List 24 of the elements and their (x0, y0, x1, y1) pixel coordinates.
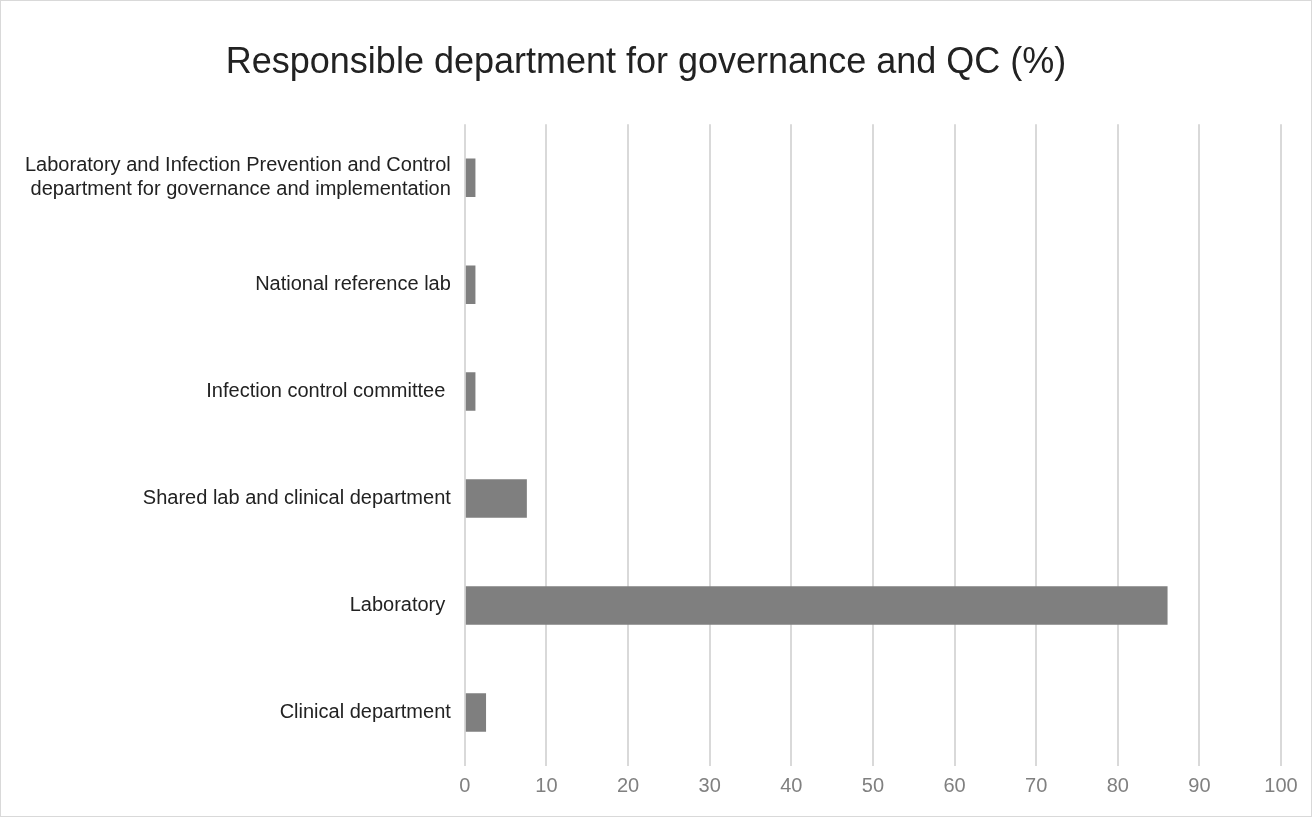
y-tick-label: Shared lab and clinical department (142, 486, 452, 509)
y-tick-label: Laboratory (349, 593, 451, 616)
x-tick-label: 100 (1264, 773, 1298, 796)
bar (465, 693, 487, 732)
x-tick-label: 10 (535, 773, 558, 796)
x-tick-label: 90 (1188, 773, 1211, 796)
x-tick-label: 60 (943, 773, 966, 796)
y-tick-label: Clinical department (279, 700, 452, 723)
y-tick-label: Laboratory and Infection Prevention and Control department for governance and implementation (24, 153, 451, 200)
bar (465, 158, 476, 197)
y-tick-label: Infection control committee (206, 379, 451, 402)
bar (465, 265, 476, 304)
bar (465, 372, 476, 411)
x-tick-label: 30 (698, 773, 721, 796)
x-tick-label: 70 (1025, 773, 1048, 796)
x-tick-label: 40 (780, 773, 803, 796)
y-tick-label: National reference lab (255, 272, 451, 295)
x-tick-label: 50 (861, 773, 885, 796)
x-tick-label: 80 (1106, 773, 1129, 796)
bar (465, 479, 527, 518)
x-tick-label: 0 (459, 773, 471, 796)
x-tick-label: 20 (616, 773, 640, 796)
bar (465, 586, 1168, 625)
chart-title: Responsible department for governance and QC (%) (225, 39, 1067, 81)
